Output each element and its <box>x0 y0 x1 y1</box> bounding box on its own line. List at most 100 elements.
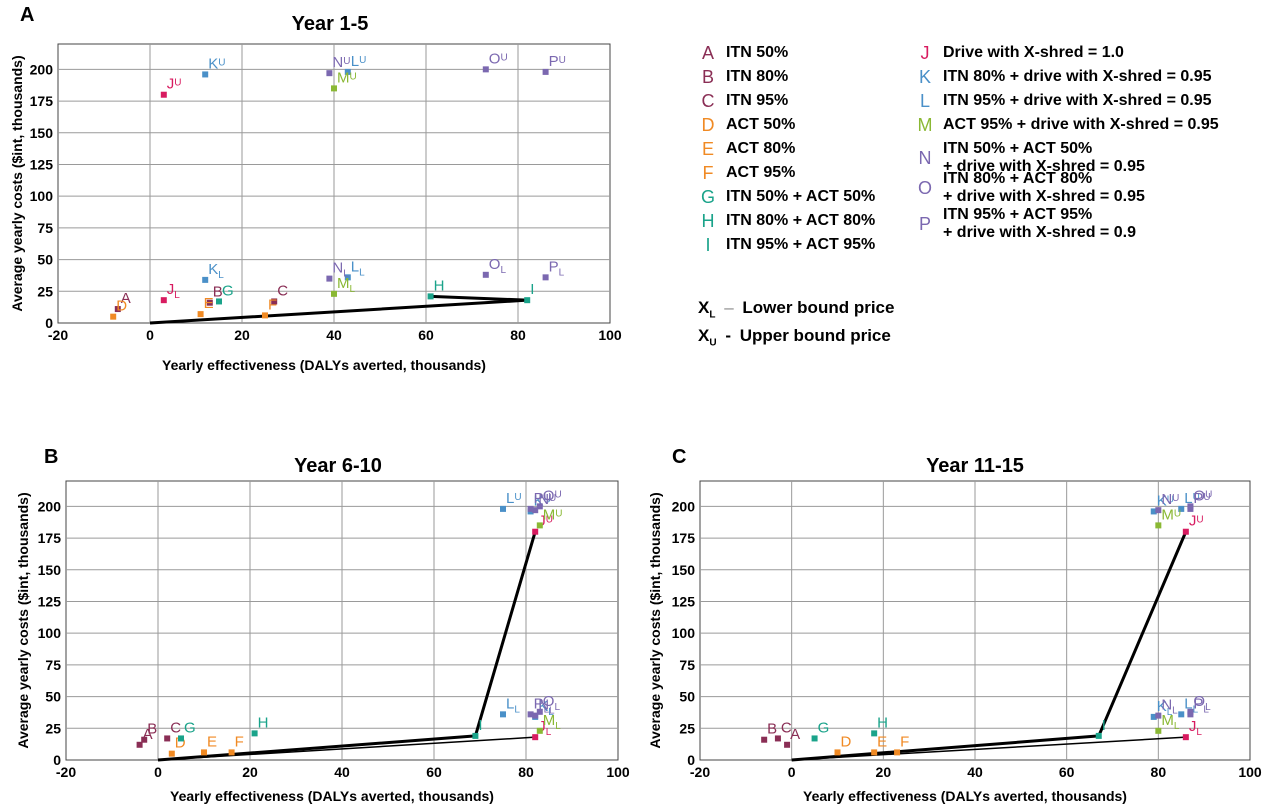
legend-label: ITN 80% + drive with X-shred = 0.95 <box>943 68 1212 85</box>
chart-3-point-b-label: B <box>767 721 777 738</box>
chart-2-point-p-u-label: PU <box>534 490 551 507</box>
chart-2-point-h-label: H <box>258 714 269 731</box>
chart-2-point-b <box>141 736 148 743</box>
chart-3-point-o-u-label: OU <box>1193 487 1212 504</box>
chart-1-point-a-label: A <box>121 290 131 307</box>
chart-2-point-j-u <box>532 528 539 535</box>
chart-1-y-axis-label: Average yearly costs ($int, thousands) <box>9 55 25 311</box>
chart-3-point-n-l-label: NL <box>1161 697 1178 717</box>
chart-2-point-l-u-label: LU <box>506 490 522 507</box>
chart-3-point-e-label: E <box>877 733 887 750</box>
chart-1-point-o-l <box>482 271 489 278</box>
chart-1-point-o-u <box>482 66 489 73</box>
legend-key: A <box>701 43 714 63</box>
chart-2-point-p-u <box>527 505 534 512</box>
chart-1-x-tick-label: 100 <box>598 327 622 343</box>
chart-1-point-f-label: F <box>268 296 277 313</box>
chart-3-point-j-l-label: JL <box>1189 718 1203 738</box>
chart-2-point-p-l <box>527 711 534 718</box>
chart-1-point-h <box>427 293 434 300</box>
legend-label: ACT 95% + drive with X-shred = 0.95 <box>943 116 1219 133</box>
chart-1-point-e-label: E <box>204 295 214 312</box>
chart-3-y-tick-label: 175 <box>672 530 696 546</box>
legend-label: ITN 50% + ACT 50% <box>943 140 1093 157</box>
chart-3-point-l-u-label: LU <box>1184 490 1200 507</box>
chart-1-x-tick-label: 20 <box>234 327 250 343</box>
chart-1-title: Year 1-5 <box>292 13 369 35</box>
chart-2-x-tick-label: 80 <box>518 764 534 780</box>
chart-3-point-p-u-label: PU <box>1193 490 1210 507</box>
chart-1-y-tick-label: 50 <box>37 252 53 268</box>
chart-1-y-tick-label: 125 <box>30 156 54 172</box>
legend-label: ITN 95% + drive with X-shred = 0.95 <box>943 92 1212 109</box>
chart-2-point-l-l <box>500 711 506 718</box>
chart-3-x-tick-label: 60 <box>1059 764 1075 780</box>
legend-label: ACT 80% <box>726 140 796 157</box>
chart-3-point-g <box>811 735 818 742</box>
chart-1-point-n-u-label: NU <box>332 54 350 71</box>
chart-1-y-tick-label: 150 <box>30 125 54 141</box>
legend-key: O <box>917 178 932 198</box>
chart-2-y-tick-label: 75 <box>45 657 61 673</box>
upper-bound-text: Upper bound price <box>739 326 891 345</box>
chart-2-point-d <box>168 750 175 757</box>
chart-1-point-c <box>271 298 278 305</box>
chart-2-y-axis-label: Average yearly costs ($int, thousands) <box>15 492 31 748</box>
chart-1-y-tick-label: 75 <box>37 220 53 236</box>
chart-3-point-p-l-label: PL <box>1193 695 1209 715</box>
chart-1-point-b-label: B <box>213 284 223 301</box>
lower-bound-note: XL – Lower bound price <box>698 298 894 320</box>
legend-key: E <box>701 139 714 159</box>
chart-1-point-j-u-label: JU <box>167 76 182 93</box>
chart-3-y-tick-label: 0 <box>687 752 695 768</box>
legend-key: K <box>918 67 931 87</box>
chart-3-x-tick-label: 80 <box>1151 764 1167 780</box>
chart-2-y-tick-label: 100 <box>38 625 62 641</box>
chart-2-point-g-label: G <box>184 719 196 736</box>
legend-label: ITN 80% <box>726 68 789 85</box>
legend-key: N <box>918 148 932 168</box>
chart-3-x-tick-label: 40 <box>967 764 983 780</box>
chart-1-point-d <box>110 313 117 320</box>
chart-3-y-tick-label: 50 <box>679 689 695 705</box>
legend-label: ITN 95% + ACT 95% <box>943 206 1093 223</box>
chart-2-y-tick-label: 125 <box>38 593 62 609</box>
lower-bound-symbol: XL <box>698 298 716 321</box>
panel-letter-a: A <box>20 4 35 26</box>
chart-1-point-k-l <box>202 276 209 283</box>
chart-1-point-m-u <box>331 85 337 92</box>
chart-2-point-j-l <box>532 734 539 741</box>
chart-1-point-i-label: I <box>530 281 534 298</box>
chart-1-x-tick-label: -20 <box>48 327 68 343</box>
chart-3-x-tick-label: 0 <box>788 764 796 780</box>
chart-3-point-k-u-label: KU <box>1157 492 1174 509</box>
chart-1-point-d-label: D <box>116 298 127 315</box>
chart-2-point-n-u <box>532 507 539 514</box>
chart-2-point-o-u <box>536 503 543 510</box>
chart-2-point-o-u-label: OU <box>543 487 562 504</box>
chart-3-y-tick-label: 150 <box>672 562 696 578</box>
chart-1-x-tick-label: 80 <box>510 327 526 343</box>
chart-1-point-g-label: G <box>222 282 234 299</box>
legend-key: L <box>919 91 930 111</box>
chart-2-x-tick-label: 40 <box>334 764 350 780</box>
chart-1-point-j-l <box>160 297 167 304</box>
chart-3-y-axis-label: Average yearly costs ($int, thousands) <box>647 492 663 748</box>
panel-letter-c: C <box>672 446 687 468</box>
chart-1-point-n-u <box>326 70 333 77</box>
chart-3-point-a <box>784 741 791 748</box>
chart-1-point-g <box>216 298 222 305</box>
chart-3-point-k-l <box>1150 713 1157 720</box>
legend-key: J <box>920 43 930 63</box>
chart-3-x-axis-label: Yearly effectiveness (DALYs averted, tho… <box>803 788 1127 804</box>
chart-1-y-tick-label: 200 <box>30 61 54 77</box>
chart-2-y-tick-label: 175 <box>38 530 62 546</box>
chart-1-point-k-u <box>202 71 209 78</box>
legend-key: I <box>705 235 711 255</box>
legend-label: ITN 95% + ACT 95% <box>726 236 876 253</box>
chart-1-point-m-u-label: MU <box>337 69 357 86</box>
chart-2-point-c-label: C <box>170 719 181 736</box>
chart-3-point-h-label: H <box>877 714 888 731</box>
chart-2-title: Year 6-10 <box>294 455 382 477</box>
